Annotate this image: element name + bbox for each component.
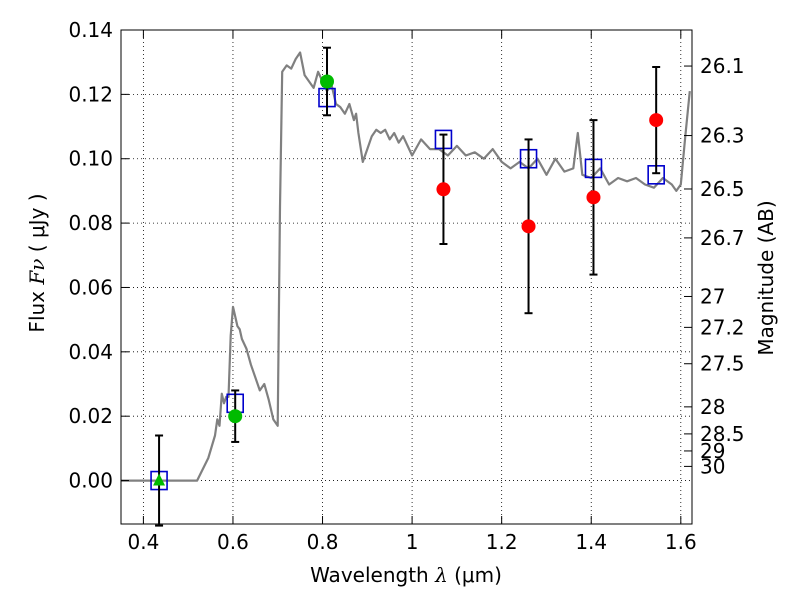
data-circle-marker: [320, 74, 335, 89]
y-tick-label: 0.02: [68, 404, 113, 428]
x-tick-label: 0.4: [127, 530, 159, 554]
x-tick-label: 1.4: [575, 530, 607, 554]
x-tick-label: 0.8: [307, 530, 339, 554]
y-tick-label: 0.00: [68, 469, 113, 493]
y2-tick-label: 29: [700, 439, 725, 463]
y-tick-label: 0.12: [68, 82, 113, 106]
upper-limit-triangle-marker: [153, 473, 166, 486]
y2-tick-label: 26.5: [700, 177, 745, 201]
y2-tick-label: 30: [700, 454, 725, 478]
model-spectrum: [121, 51, 691, 482]
x-tick-label: 0.6: [217, 530, 249, 554]
data-circle-marker: [436, 182, 451, 197]
y2-tick-label: 26.1: [700, 54, 745, 78]
x-tick-label: 1.6: [665, 530, 697, 554]
x-tick-label: 1.2: [486, 530, 518, 554]
grid: [121, 29, 692, 524]
y2-tick-label: 28.5: [700, 422, 745, 446]
y2-tick-label: 27: [700, 284, 725, 308]
y-tick-label: 0.14: [68, 18, 113, 42]
y-axis-label: Flux Fν ( μJy ): [25, 193, 49, 332]
axes: 0.4 0.6 0.8 1 1.2 1.4 1.6 0.00 0.02 0.04 0.06 0.08 0…: [68, 18, 744, 554]
y2-tick-label: 28: [700, 395, 725, 419]
data-points: [150, 46, 665, 527]
y2-tick-label: 27.5: [700, 352, 745, 376]
y-tick-label: 0.08: [68, 211, 113, 235]
data-circle-marker: [586, 190, 601, 205]
x-tick-label: 1: [406, 530, 419, 554]
y-tick-label: 0.04: [68, 340, 113, 364]
model-spectrum-line: [121, 51, 691, 482]
plot-frame: [120, 29, 693, 525]
x-axis-label: Wavelength λ (μm): [310, 563, 502, 587]
data-circle-marker: [228, 409, 243, 424]
y-tick-label: 0.10: [68, 147, 113, 171]
data-circle-marker: [521, 219, 536, 234]
y2-tick-label: 27.2: [700, 315, 745, 339]
y-tick-label: 0.06: [68, 275, 113, 299]
y2-axis-label: Magnitude (AB): [754, 200, 778, 355]
y2-tick-label: 26.7: [700, 226, 745, 250]
data-circle-marker: [649, 113, 664, 128]
y2-tick-label: 26.3: [700, 124, 745, 148]
